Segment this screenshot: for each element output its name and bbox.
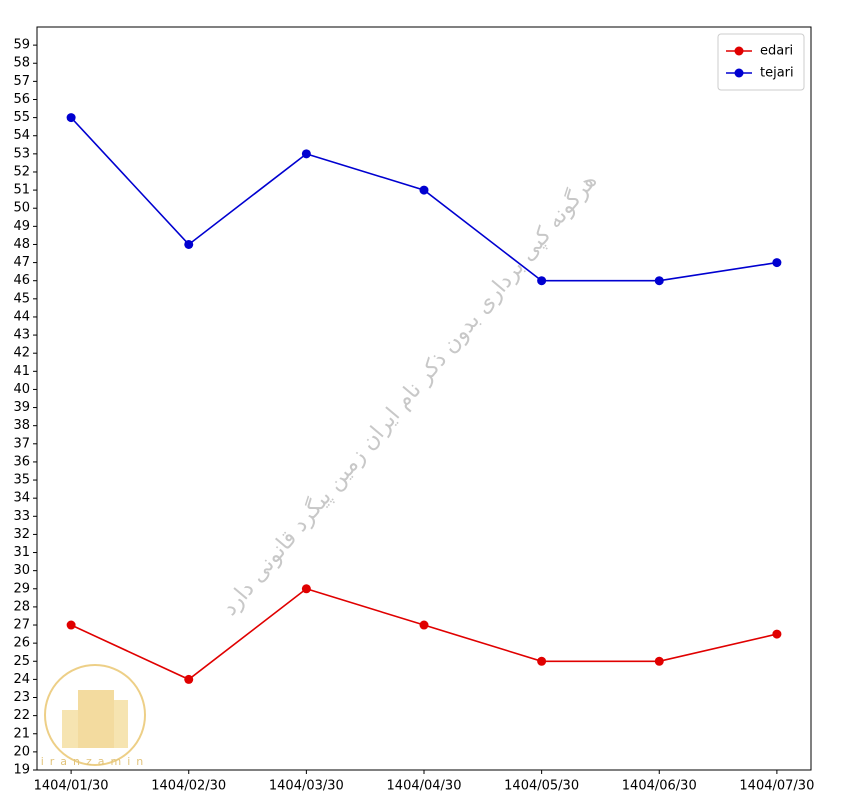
y-tick-label: 30 <box>13 563 30 578</box>
legend-box <box>717 33 805 91</box>
point <box>66 620 76 630</box>
point <box>772 258 782 268</box>
point <box>419 620 429 630</box>
series-line <box>70 587 778 681</box>
legend-marker <box>734 68 744 78</box>
x-tick-label: 1404/02/30 <box>151 779 226 794</box>
y-tick-label: 29 <box>13 581 30 596</box>
point <box>419 185 429 195</box>
y-tick-label: 41 <box>13 364 30 379</box>
y-tick-label: 37 <box>13 436 30 451</box>
y-tick-label: 33 <box>13 509 30 524</box>
point <box>301 584 311 594</box>
y-tick-label: 51 <box>13 183 30 198</box>
watermark: هرگونه کپی برداری بدون ذکر نام ایران زمی… <box>216 168 602 621</box>
legend-label: edari <box>760 44 793 59</box>
logo-building <box>114 700 128 748</box>
logo: iranzamin <box>41 664 150 768</box>
logo-text: iranzamin <box>41 755 150 768</box>
logo-building <box>78 690 114 748</box>
x-tick-label: 1404/03/30 <box>269 779 344 794</box>
y-tick-label: 52 <box>13 164 30 179</box>
y-tick-label: 21 <box>13 726 30 741</box>
plot-frame <box>36 26 812 771</box>
y-tick-label: 28 <box>13 599 30 614</box>
point <box>66 113 76 123</box>
y-tick-label: 50 <box>13 201 30 216</box>
y-tick-label: 32 <box>13 527 30 542</box>
point <box>184 674 194 684</box>
legend-marker <box>734 46 744 56</box>
y-tick-label: 36 <box>13 454 30 469</box>
y-tick-label: 55 <box>13 110 30 125</box>
legend-label: tejari <box>760 66 794 81</box>
y-tick-label: 20 <box>13 744 30 759</box>
x-tick-label: 1404/01/30 <box>34 779 109 794</box>
y-tick-label: 40 <box>13 382 30 397</box>
y-tick-label: 27 <box>13 618 30 633</box>
y-tick-label: 45 <box>13 291 30 306</box>
y-tick-label: 54 <box>13 128 30 143</box>
y-tick-label: 19 <box>13 763 30 778</box>
y-tick-label: 38 <box>13 418 30 433</box>
y-tick-label: 26 <box>13 636 30 651</box>
y-tick-label: 35 <box>13 473 30 488</box>
y-tick-label: 53 <box>13 146 30 161</box>
y-tick-label: 42 <box>13 346 30 361</box>
logo-building <box>62 710 78 748</box>
y-tick-label: 46 <box>13 273 30 288</box>
y-tick-label: 24 <box>13 672 30 687</box>
point <box>654 656 664 666</box>
y-tick-label: 31 <box>13 545 30 560</box>
y-tick-label: 34 <box>13 491 30 506</box>
x-tick-label: 1404/07/30 <box>739 779 814 794</box>
y-tick-label: 44 <box>13 309 30 324</box>
y-tick-label: 39 <box>13 400 30 415</box>
y-tick-label: 23 <box>13 690 30 705</box>
y-tick-label: 58 <box>13 56 30 71</box>
y-tick-label: 56 <box>13 92 30 107</box>
x-tick-label: 1404/05/30 <box>504 779 579 794</box>
point <box>301 149 311 159</box>
logo-ring <box>44 664 146 766</box>
point <box>184 239 194 249</box>
point <box>537 656 547 666</box>
y-tick-label: 47 <box>13 255 30 270</box>
y-tick-label: 48 <box>13 237 30 252</box>
y-tick-label: 57 <box>13 74 30 89</box>
y-tick-label: 22 <box>13 708 30 723</box>
point <box>537 276 547 286</box>
x-tick-label: 1404/04/30 <box>387 779 462 794</box>
x-tick-label: 1404/06/30 <box>622 779 697 794</box>
y-tick-label: 43 <box>13 328 30 343</box>
y-tick-label: 59 <box>13 38 30 53</box>
series-line <box>70 117 778 282</box>
y-tick-label: 25 <box>13 654 30 669</box>
y-tick-label: 49 <box>13 219 30 234</box>
point <box>654 276 664 286</box>
point <box>772 629 782 639</box>
